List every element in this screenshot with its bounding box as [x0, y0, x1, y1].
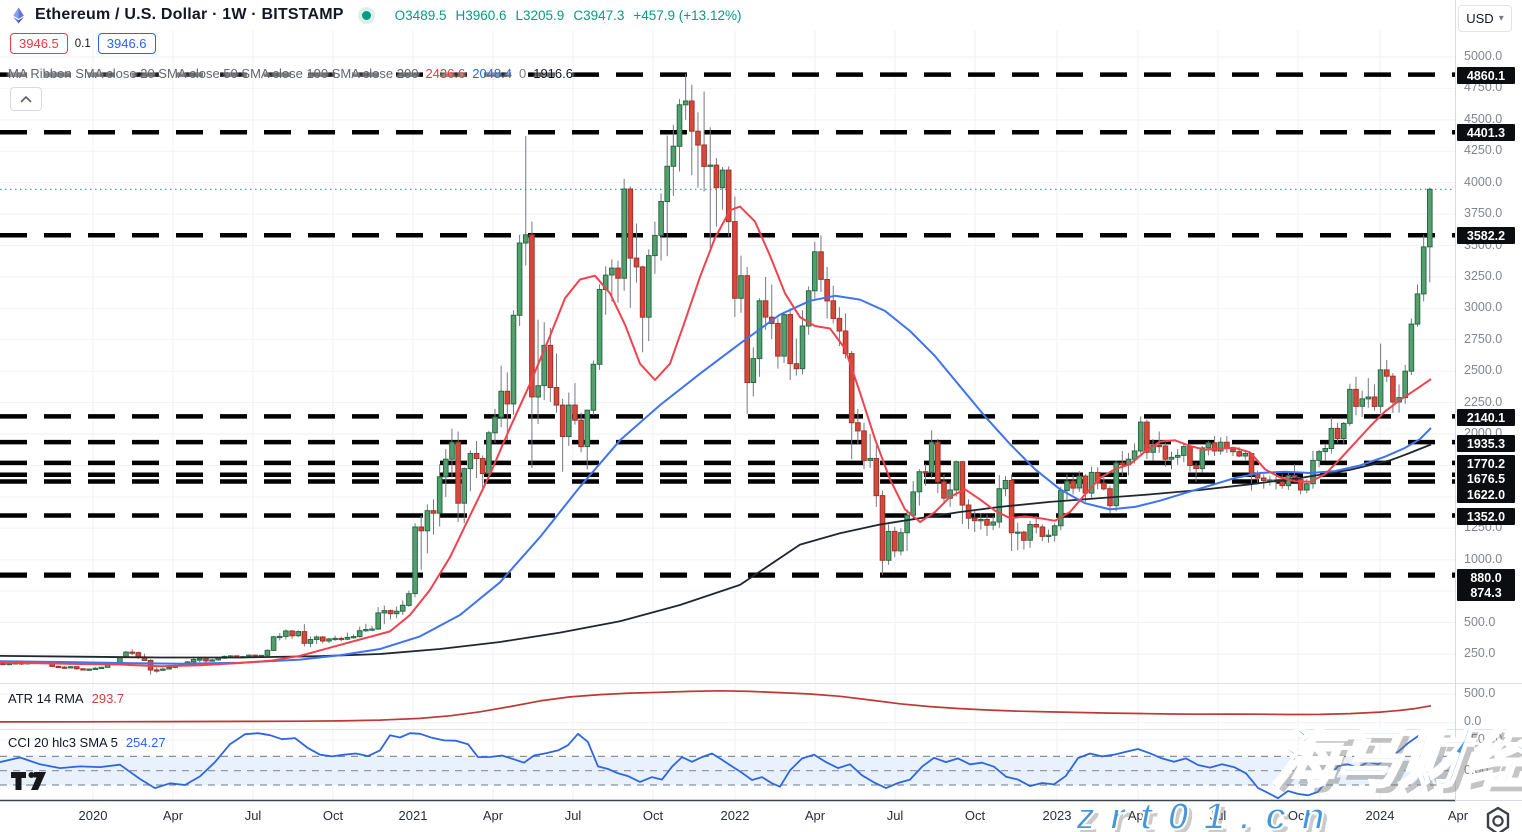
sma20-value: 2436.6 [425, 66, 466, 81]
atr-value: 293.7 [91, 691, 125, 706]
price-tick-label: 2750.0 [1464, 332, 1503, 346]
ohlc-values: O3489.5 H3960.6 L3205.9 C3947.3 +457.9 (… [395, 8, 742, 23]
price-tick-label: 4500.0 [1464, 112, 1503, 126]
price-tick-label: 2250.0 [1464, 395, 1503, 409]
ethereum-icon [13, 7, 24, 23]
sma50-value: 2048.4 [472, 66, 512, 81]
price-tick-label: 500.0 [1464, 615, 1496, 629]
time-axis-label: Oct [322, 808, 344, 823]
currency-label: USD [1466, 11, 1494, 26]
price-level-badge: 4860.1 [1457, 67, 1515, 84]
ohlc-high: H3960.6 [455, 7, 507, 23]
price-tick-label: 3750.0 [1464, 206, 1503, 220]
time-axis-label: 2022 [720, 808, 750, 823]
time-axis-label: Apr [1447, 808, 1469, 823]
price-tick-label: 3000.0 [1464, 300, 1503, 314]
quote-row: 3946.5 0.1 3946.6 [10, 33, 156, 54]
time-axis-label: 2020 [78, 808, 108, 823]
cci-indicator-legend[interactable]: CCI 20 hlc3 SMA 5 254.27 [8, 735, 166, 750]
price-tick-label: 4000.0 [1464, 175, 1503, 189]
price-level-badge: 4401.3 [1457, 124, 1515, 141]
watermark-gear-icon [1486, 806, 1510, 832]
time-axis-label: 2021 [398, 808, 428, 823]
atr-indicator-legend[interactable]: ATR 14 RMA 293.7 [8, 691, 124, 706]
time-axis-label: Apr [482, 808, 504, 823]
time-axis-label: Oct [1287, 808, 1309, 823]
ma-ribbon-legend[interactable]: MA Ribbon SMA close 20 SMA close 50 SMA … [8, 66, 573, 81]
time-axis-label: 2023 [1042, 808, 1072, 823]
ohlc-open: O3489.5 [394, 7, 447, 23]
collapse-panel-button[interactable] [10, 87, 42, 111]
price-level-badge: 3582.2 [1457, 227, 1515, 244]
price-level-badge: 1352.0 [1457, 508, 1515, 525]
price-level-badge: 880.0 [1457, 569, 1515, 586]
price-tick-label: 250.0 [1464, 646, 1496, 660]
chevron-up-icon [20, 95, 32, 103]
price-tick-label: 1000.0 [1464, 552, 1503, 566]
time-axis-label: Jul [244, 808, 262, 823]
ma-ribbon-label: MA Ribbon SMA close 20 SMA close 50 SMA … [8, 66, 419, 81]
time-axis-label: Jul [886, 808, 904, 823]
symbol-title[interactable]: Ethereum / U.S. Dollar · 1W · BITSTAMP [35, 6, 344, 23]
sma200-value: 1916.6 [533, 66, 573, 81]
price-level-badge: 1935.3 [1457, 435, 1515, 452]
price-level-badge: 1622.0 [1457, 486, 1515, 503]
cci-label: CCI 20 hlc3 SMA 5 [8, 735, 118, 750]
price-axis[interactable]: 5000.0 4750.0 4500.0 4250.0 4000.0 3750.0 3500… [1456, 0, 1522, 800]
spread-value: 0.1 [74, 37, 91, 50]
market-status-icon[interactable] [361, 10, 371, 20]
price-level-badge: 2140.1 [1457, 409, 1515, 426]
ohlc-close: C3947.3 [573, 7, 625, 23]
time-axis-label: Jul [1209, 808, 1227, 823]
currency-toggle-button[interactable]: USD ▾ [1458, 5, 1512, 32]
time-axis-label: Oct [964, 808, 986, 823]
chart-header: Ethereum / U.S. Dollar · 1W · BITSTAMP O… [10, 6, 741, 24]
price-tick-label: 4250.0 [1464, 143, 1503, 157]
ohlc-change: +457.9 (+13.12%) [633, 7, 742, 23]
time-axis-label: Apr [804, 808, 826, 823]
atr-label: ATR 14 RMA [8, 691, 84, 706]
time-axis-label: Jul [564, 808, 582, 823]
time-axis-label: Apr [1127, 808, 1149, 823]
price-tick-label: 5000.0 [1464, 49, 1503, 63]
time-axis-label: Apr [162, 808, 184, 823]
cci-value: 254.27 [125, 735, 166, 750]
sma100-value: 0 [518, 66, 527, 81]
tradingview-logo-icon[interactable] [10, 771, 48, 791]
indicator-tick-label: 0.0 [1464, 714, 1482, 728]
time-axis-label: Oct [642, 808, 664, 823]
sell-price-button[interactable]: 3946.5 [10, 33, 68, 54]
time-axis[interactable]: 2020 Apr Jul Oct 2021 Apr Jul Oct 2022 Apr Jul Oct 2… [0, 802, 1522, 832]
time-axis-label: 2024 [1365, 808, 1395, 823]
price-level-badge: 874.3 [1457, 584, 1515, 601]
indicator-tick-label: 0.00 [1464, 763, 1489, 777]
price-level-badge: 1770.2 [1457, 455, 1515, 472]
indicator-tick-label: 250.00 [1464, 732, 1503, 746]
buy-price-button[interactable]: 3946.6 [97, 33, 156, 54]
price-tick-label: 3250.0 [1464, 269, 1503, 283]
price-tick-label: 2500.0 [1464, 363, 1503, 377]
candlesticks[interactable] [0, 73, 1433, 675]
chevron-down-icon: ▾ [1498, 13, 1504, 24]
indicator-tick-label: 500.0 [1464, 686, 1496, 700]
ohlc-low: L3205.9 [515, 7, 565, 23]
price-level-badge: 1676.5 [1457, 470, 1515, 487]
